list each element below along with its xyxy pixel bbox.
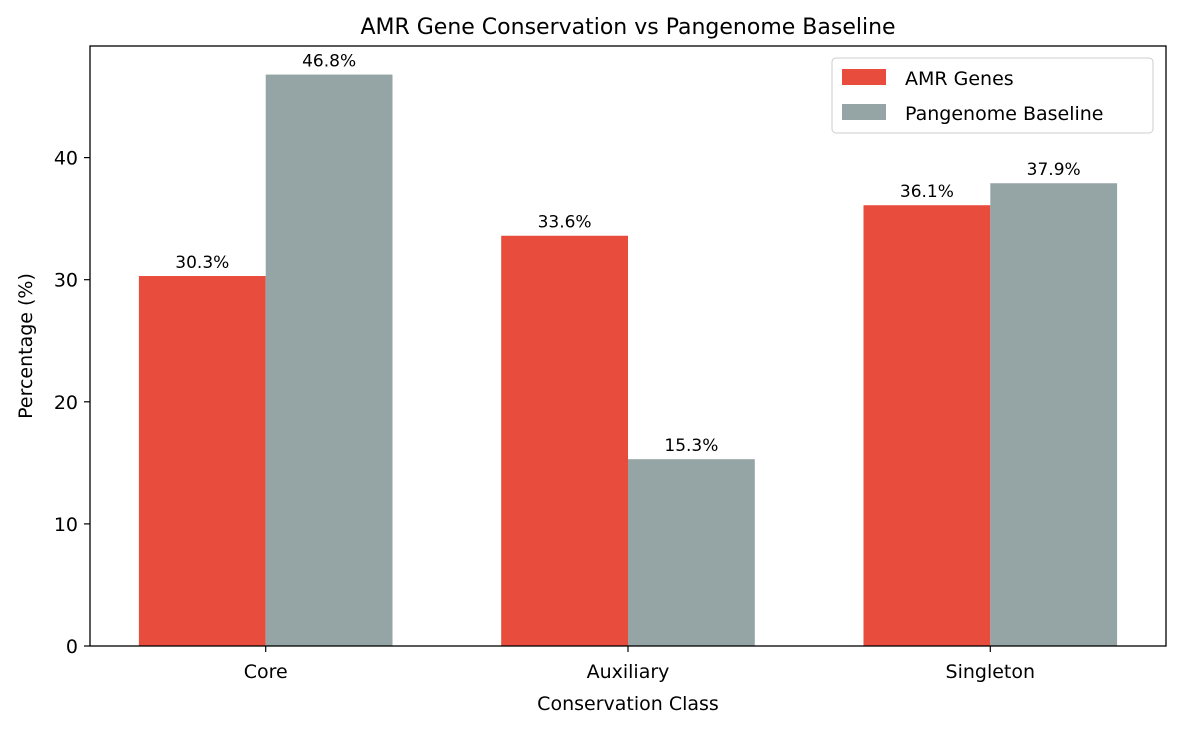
- data-label: 37.9%: [1027, 160, 1081, 180]
- bar-core-pangenome-baseline: [265, 74, 393, 647]
- x-tick-label: Singleton: [946, 661, 1036, 683]
- legend: AMR Genes Pangenome Baseline: [831, 57, 1154, 134]
- bar-core-amr-genes: [138, 276, 266, 646]
- y-tick-label: 30: [54, 270, 78, 292]
- data-label: 33.6%: [538, 213, 592, 233]
- x-axis-label: Conservation Class: [537, 693, 719, 715]
- y-tick-label: 20: [54, 392, 78, 414]
- legend-swatch-amr-genes: [842, 69, 886, 85]
- data-label: 15.3%: [664, 436, 718, 456]
- plot-frame: [89, 45, 1167, 647]
- legend-frame: [831, 57, 1154, 134]
- bar-auxiliary-pangenome-baseline: [628, 459, 755, 646]
- y-tick-label: 40: [54, 148, 78, 170]
- bar-singleton-amr-genes: [863, 205, 991, 646]
- legend-label-pangenome-baseline: Pangenome Baseline: [905, 103, 1104, 125]
- chart-title: AMR Gene Conservation vs Pangenome Basel…: [360, 15, 895, 40]
- y-tick-label: 10: [54, 514, 78, 536]
- data-label: 36.1%: [900, 182, 954, 202]
- y-axis-label: Percentage (%): [15, 273, 37, 419]
- legend-swatch-pangenome-baseline: [842, 104, 886, 120]
- legend-label-amr-genes: AMR Genes: [905, 68, 1014, 90]
- bar-singleton-pangenome-baseline: [990, 183, 1118, 646]
- y-tick-label: 0: [66, 636, 78, 658]
- x-tick-label: Auxiliary: [587, 661, 670, 683]
- bar-auxiliary-amr-genes: [501, 235, 628, 646]
- x-tick-label: Core: [244, 661, 288, 683]
- data-label: 30.3%: [175, 253, 229, 273]
- data-label: 46.8%: [302, 52, 356, 72]
